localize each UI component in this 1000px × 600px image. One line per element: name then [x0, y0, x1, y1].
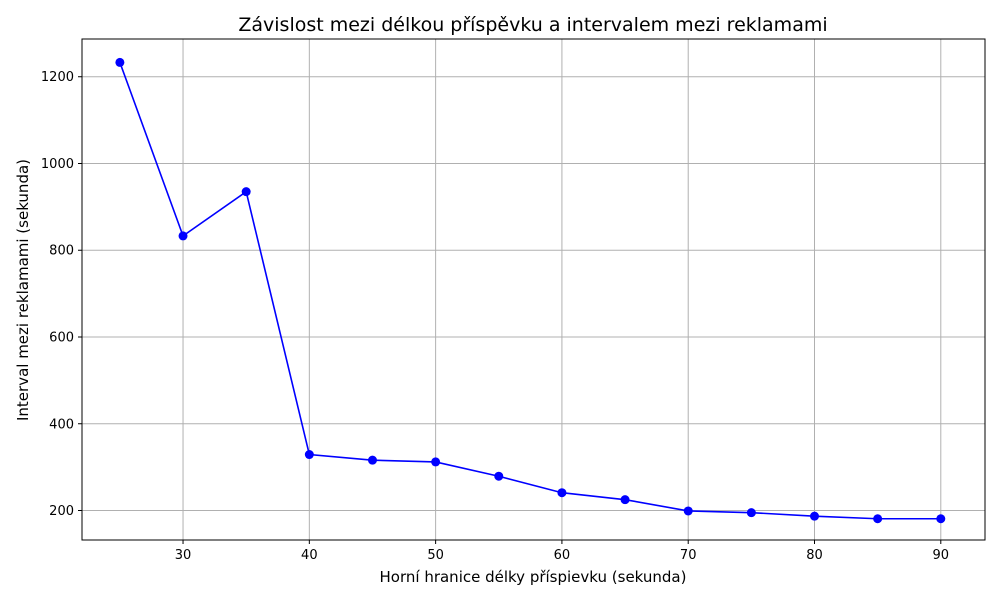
y-tick-label: 200: [49, 504, 74, 519]
data-point: [557, 488, 567, 498]
data-point: [746, 508, 756, 518]
x-tick-label: 60: [554, 548, 571, 563]
data-point: [936, 514, 946, 524]
y-tick-label: 800: [49, 244, 74, 259]
data-point: [115, 57, 125, 67]
data-point: [810, 511, 820, 521]
data-point: [873, 514, 883, 524]
data-point: [241, 187, 251, 197]
data-point: [620, 495, 630, 505]
data-point: [304, 450, 314, 460]
axis-ticks: 30 40 50 60 70 80 90 200 400 600 800 1000 1200: [41, 70, 949, 563]
x-tick-label: 70: [680, 548, 697, 563]
plot-frame: [81, 38, 986, 541]
data-point: [367, 455, 377, 465]
x-axis-title: Horní hranice délky příspievku (sekunda): [380, 568, 687, 586]
data-point: [494, 471, 504, 481]
chart-title: Závislost mezi délkou příspěvku a interv…: [238, 14, 827, 36]
series-layer: [115, 57, 946, 524]
data-point: [178, 231, 188, 241]
grid: [82, 39, 985, 540]
y-tick-label: 600: [49, 330, 74, 345]
data-point: [431, 457, 441, 467]
x-tick-label: 90: [933, 548, 950, 563]
y-axis-title: Interval mezi reklamami (sekunda): [14, 159, 32, 421]
data-point: [683, 506, 693, 516]
y-tick-label: 1200: [41, 70, 74, 85]
x-tick-label: 80: [806, 548, 823, 563]
x-tick-label: 50: [427, 548, 444, 563]
x-tick-label: 40: [301, 548, 318, 563]
y-tick-label: 1000: [41, 157, 74, 172]
y-tick-label: 400: [49, 417, 74, 432]
x-tick-label: 30: [175, 548, 192, 563]
series-line: [119, 62, 941, 520]
